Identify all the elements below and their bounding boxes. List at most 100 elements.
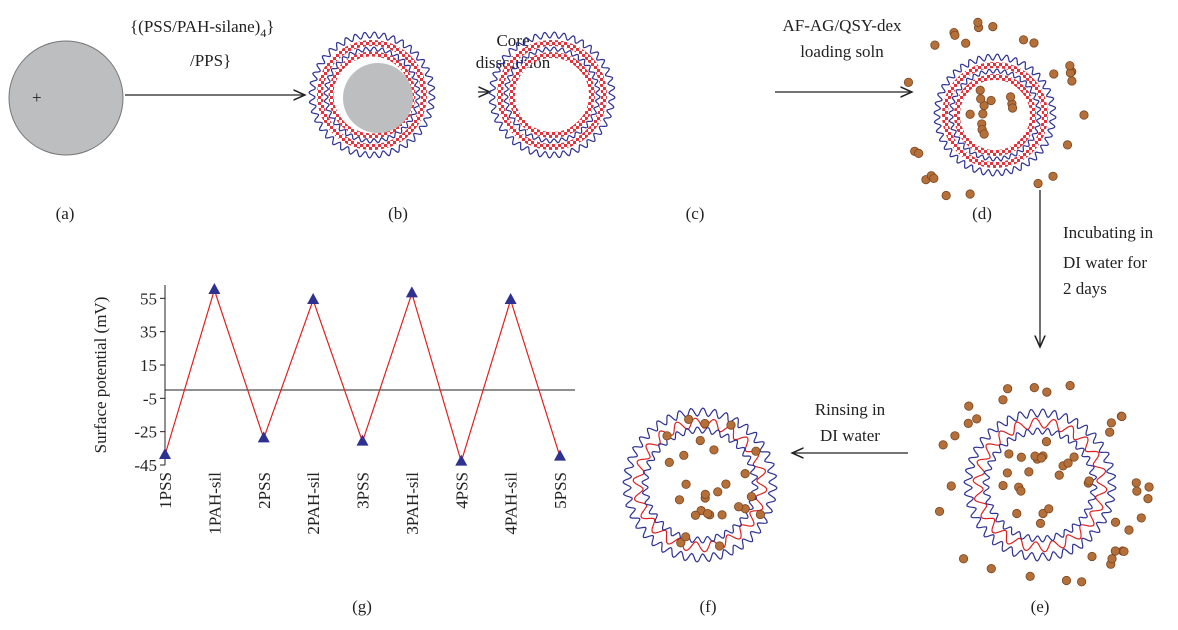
dye-dextran (1080, 111, 1088, 119)
dye-dextran (989, 22, 997, 30)
dye-dextran (727, 421, 735, 429)
dye-dextran (734, 503, 742, 511)
dye-dextran (1019, 36, 1027, 44)
data-point (307, 293, 319, 304)
dye-dextran (1063, 141, 1071, 149)
diagram: + {(PSS/PAH-silane)4} /PPS} Core dissolu… (9, 16, 1154, 616)
checker-ring (512, 55, 592, 135)
step-label: DI water for (1063, 253, 1147, 272)
dye-dextran (1144, 494, 1152, 502)
dye-dextran (1133, 487, 1141, 495)
dye-dextran (1008, 104, 1016, 112)
panel-label: (c) (686, 204, 705, 223)
dye-dextran (1055, 471, 1063, 479)
dye-dextran (1132, 479, 1140, 487)
dye-dextran (1043, 388, 1051, 396)
dye-dextran (959, 555, 967, 563)
dye-dextran (714, 488, 722, 496)
dye-dextran (1105, 428, 1113, 436)
dye-dextran (904, 78, 912, 86)
data-point (406, 286, 418, 297)
y-axis-label: Surface potential (mV) (91, 297, 110, 454)
dye-dextran (1111, 547, 1119, 555)
dye-dextran (935, 507, 943, 515)
core-charge: + (32, 88, 42, 107)
dye-dextran (1062, 576, 1070, 584)
dye-dextran (1120, 547, 1128, 555)
x-tick-label: 3PAH-sil (403, 472, 422, 535)
polymer-layer (949, 69, 1041, 161)
panel-label: (d) (972, 204, 992, 223)
y-tick-label: -5 (143, 389, 157, 408)
y-tick-label: 55 (140, 289, 157, 308)
step-label: Incubating in (1063, 223, 1154, 242)
dye-dextran (1077, 578, 1085, 586)
dye-dextran (747, 492, 755, 500)
polymer-layer (934, 54, 1056, 176)
dye-dextran (663, 432, 671, 440)
figure: + {(PSS/PAH-silane)4} /PPS} Core dissolu… (0, 0, 1178, 630)
dye-dextran (1030, 383, 1038, 391)
x-tick-label: 4PSS (452, 472, 471, 509)
dye-dextran (665, 458, 673, 466)
dye-dextran (999, 396, 1007, 404)
dye-dextran (741, 469, 749, 477)
dye-dextran (1088, 552, 1096, 560)
step-label: /PPS} (190, 51, 231, 70)
dye-dextran (964, 419, 972, 427)
dye-dextran (1003, 384, 1011, 392)
dye-dextran (966, 190, 974, 198)
dye-dextran (979, 110, 987, 118)
dye-dextran (1050, 70, 1058, 78)
data-point (455, 455, 467, 466)
data-point (357, 435, 369, 446)
dye-dextran (1026, 572, 1034, 580)
dye-dextran (974, 18, 982, 26)
dye-dextran (718, 511, 726, 519)
dye-dextran (1036, 519, 1044, 527)
panel-label: (f) (700, 597, 717, 616)
dye-dextran (914, 149, 922, 157)
dye-dextran (701, 419, 709, 427)
dye-dextran (756, 510, 764, 518)
dye-dextran (1068, 77, 1076, 85)
dye-dextran (1118, 412, 1126, 420)
x-tick-label: 5PSS (551, 472, 570, 509)
x-tick-label: 1PSS (156, 472, 175, 509)
dye-dextran (1064, 459, 1072, 467)
dye-dextran (1137, 514, 1145, 522)
step-label: 2 days (1063, 279, 1107, 298)
dye-dextran (681, 533, 689, 541)
x-tick-label: 1PAH-sil (205, 472, 224, 535)
dye-dextran (987, 564, 995, 572)
dye-dextran (1066, 381, 1074, 389)
core-particle (9, 41, 123, 155)
step-label: DI water (820, 426, 880, 445)
dye-dextran (1003, 469, 1011, 477)
data-point (554, 450, 566, 461)
dye-dextran (961, 39, 969, 47)
dye-dextran (951, 432, 959, 440)
dye-dextran (947, 482, 955, 490)
dye-dextran (972, 415, 980, 423)
step-label: AF-AG/QSY-dex (783, 16, 903, 35)
dye-dextran (965, 402, 973, 410)
step-label: Rinsing in (815, 400, 886, 419)
dye-dextran (1045, 505, 1053, 513)
dye-dextran (942, 191, 950, 199)
panel-label: (g) (352, 597, 372, 616)
dye-dextran (722, 480, 730, 488)
dye-dextran (680, 451, 688, 459)
x-tick-label: 4PAH-sil (502, 472, 521, 535)
dye-dextran (1066, 62, 1074, 70)
dye-dextran (1017, 487, 1025, 495)
dye-dextran (1108, 555, 1116, 563)
dye-dextran (1111, 518, 1119, 526)
panel-label: (e) (1031, 597, 1050, 616)
dye-dextran (1145, 483, 1153, 491)
dye-dextran (1013, 509, 1021, 517)
dye-dextran (710, 446, 718, 454)
dye-dextran (715, 542, 723, 550)
dye-dextran (1037, 454, 1045, 462)
dye-dextran (684, 415, 692, 423)
